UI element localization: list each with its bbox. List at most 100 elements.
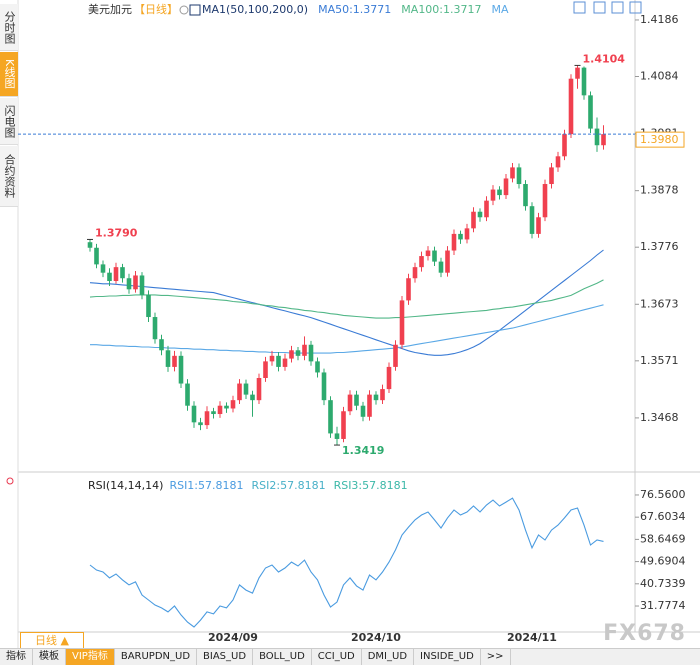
candle-body (321, 372, 327, 401)
sidebar-tab[interactable]: 闪电图 (0, 98, 18, 145)
indicator-tab[interactable]: >> (481, 649, 511, 665)
candle-body (315, 361, 320, 373)
settings-icon[interactable] (6, 477, 14, 485)
candle-body (406, 278, 411, 301)
candle-body (172, 355, 177, 367)
indicator-tab[interactable]: BIAS_UD (197, 649, 254, 665)
candle-body (133, 275, 138, 290)
indicator-tab[interactable]: BOLL_UD (253, 649, 312, 665)
y-tick-label: 40.7339 (640, 577, 686, 590)
candle-body (263, 361, 268, 378)
candle-body (529, 206, 535, 234)
indicator-tab[interactable]: BARUPDN_UD (115, 649, 198, 665)
y-tick-label: 67.6034 (640, 510, 686, 523)
y-tick-label: 58.6469 (640, 532, 686, 545)
candle-body (425, 250, 431, 257)
x-tick-label: 2024/09 (208, 631, 258, 644)
indicator-tab[interactable]: VIP指标 (66, 649, 115, 665)
ma-line (89, 279, 604, 319)
candle-body (451, 233, 457, 251)
candle-body (269, 355, 275, 362)
candle-body (354, 394, 359, 406)
legend-entry: RSI2:57.8181 (252, 479, 326, 492)
candle-body (295, 350, 301, 356)
candle-body (87, 242, 93, 248)
indicator-label: MA1(50,100,200,0) (202, 3, 308, 16)
candle-body (107, 272, 112, 282)
sidebar-tab[interactable]: 合约资料 (0, 146, 18, 207)
candle-body (367, 394, 372, 417)
period-button[interactable]: 日线 ▲ (20, 632, 84, 649)
candle-body (542, 184, 548, 218)
candle-body (243, 383, 249, 395)
indicator-label: RSI(14,14,14) (88, 479, 163, 492)
y-tick-label: 1.3468 (640, 411, 679, 424)
candle-body (302, 344, 307, 356)
indicator-tab[interactable]: DMI_UD (362, 649, 415, 665)
candle-body (464, 228, 470, 240)
ma-line (89, 249, 604, 356)
candle-body (126, 278, 132, 290)
y-tick-label: 76.5600 (640, 488, 686, 501)
candle-body (230, 400, 236, 409)
last-price-label: 1.3980 (640, 133, 679, 146)
candle-body (497, 189, 502, 196)
candle-body (113, 267, 119, 282)
candle-body (159, 339, 164, 351)
sidebar-tab[interactable]: 分时图 (0, 4, 18, 51)
indicator-tab[interactable]: 模板 (33, 649, 66, 665)
candle-body (575, 67, 580, 79)
candle-body (165, 350, 171, 367)
rsi-line (89, 497, 604, 628)
extreme-label: 1.4104 (583, 52, 626, 65)
period-label: 【日线】 (134, 2, 178, 16)
candle-body (178, 355, 184, 384)
candle-body (152, 317, 158, 340)
icon[interactable] (611, 1, 624, 14)
candle-body (100, 264, 106, 273)
indicator-tab[interactable]: 指标 (0, 649, 33, 665)
candle-body (419, 256, 424, 268)
legend-entry: RSI3:57.8181 (334, 479, 408, 492)
chart-title: 美元加元 (88, 3, 132, 16)
watermark: FX678 (603, 621, 686, 646)
candle-body (594, 128, 600, 146)
indicator-tab[interactable]: INSIDE_UD (414, 649, 481, 665)
y-tick-label: 1.3673 (640, 297, 679, 310)
extreme-label: 1.3790 (95, 226, 138, 239)
candle-body (562, 134, 567, 157)
candle-body (412, 267, 418, 279)
x-tick-label: 2024/11 (507, 631, 557, 644)
y-tick-label: 1.3776 (640, 240, 679, 253)
indicator-tab[interactable]: CCI_UD (312, 649, 362, 665)
icon[interactable] (573, 1, 586, 14)
candle-body (432, 250, 437, 262)
y-tick-label: 1.4084 (640, 69, 679, 82)
candle-body (536, 217, 541, 234)
candle-body (237, 383, 242, 401)
candle-body (146, 294, 151, 318)
candle-body (282, 358, 288, 367)
candle-body (568, 78, 574, 135)
y-tick-label: 1.3571 (640, 354, 679, 367)
candle-body (120, 267, 125, 279)
candle-body (191, 405, 197, 423)
icon[interactable] (629, 1, 642, 14)
candle-body (217, 405, 223, 415)
candle-body (139, 275, 145, 295)
candle-body (256, 377, 262, 401)
candle-body (581, 67, 587, 96)
sidebar-tab[interactable]: K线图 (0, 52, 18, 97)
candle-body (588, 95, 593, 129)
candle-body (276, 355, 281, 367)
candle-body (458, 233, 463, 240)
icon[interactable] (593, 1, 606, 14)
candle-body (555, 156, 561, 168)
candle-body (510, 167, 515, 179)
candle-body (523, 184, 528, 207)
candle-body (94, 247, 99, 265)
candle-body (334, 433, 340, 439)
candle-body (211, 411, 216, 415)
